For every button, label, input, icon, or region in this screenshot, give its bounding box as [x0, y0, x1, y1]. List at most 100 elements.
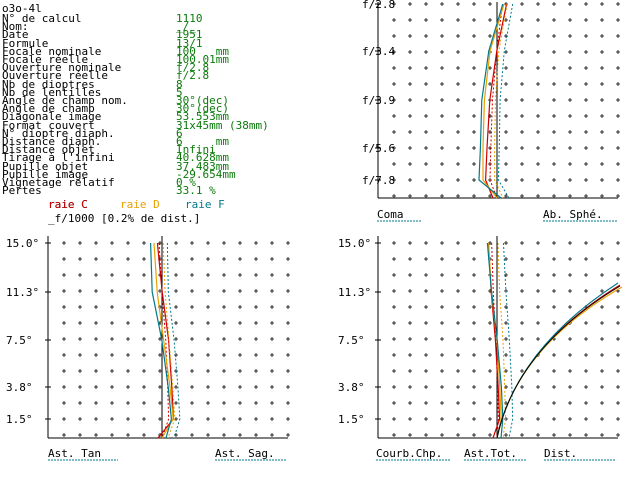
grid-marker	[392, 241, 396, 245]
tab-ast-tan[interactable]: Ast. Tan	[48, 447, 101, 460]
grid-marker	[206, 433, 210, 437]
grid-marker	[552, 146, 556, 150]
grid-marker	[254, 369, 258, 373]
grid-marker	[440, 50, 444, 54]
series-line-raie-f	[150, 242, 173, 439]
grid-marker	[536, 130, 540, 134]
grid-marker	[286, 321, 290, 325]
grid-marker	[552, 257, 556, 261]
grid-marker	[440, 194, 444, 198]
grid-marker	[552, 289, 556, 293]
param-value: 33.1 %	[176, 184, 216, 198]
grid-marker	[616, 82, 620, 86]
grid-marker	[616, 337, 620, 341]
grid-marker	[78, 241, 82, 245]
grid-marker	[568, 369, 572, 373]
grid-marker	[584, 98, 588, 102]
grid-marker	[568, 305, 572, 309]
grid-marker	[238, 305, 242, 309]
grid-marker	[270, 417, 274, 421]
series-line-raie-d	[482, 3, 505, 199]
grid-marker	[408, 321, 412, 325]
grid-marker	[238, 273, 242, 277]
tab-ast-tot[interactable]: Ast.Tot.	[464, 447, 517, 460]
grid-marker	[254, 321, 258, 325]
grid-marker	[568, 289, 572, 293]
grid-marker	[78, 433, 82, 437]
grid-marker	[142, 321, 146, 325]
grid-marker	[270, 257, 274, 261]
grid-marker	[408, 162, 412, 166]
grid-marker	[616, 433, 620, 437]
grid-marker	[238, 241, 242, 245]
grid-marker	[78, 257, 82, 261]
grid-marker	[408, 337, 412, 341]
series-line-raie-f	[486, 242, 504, 439]
grid-marker	[600, 34, 604, 38]
tab-dist[interactable]: Dist.	[544, 447, 578, 460]
grid-marker	[206, 337, 210, 341]
grid-marker	[408, 305, 412, 309]
grid-marker	[504, 82, 508, 86]
grid-marker	[222, 257, 226, 261]
grid-marker	[552, 241, 556, 245]
grid-marker	[504, 353, 508, 357]
grid-marker	[568, 257, 572, 261]
grid-marker	[110, 369, 114, 373]
distortion-curve	[496, 284, 621, 439]
grid-marker	[94, 401, 98, 405]
grid-marker	[504, 178, 508, 182]
grid-marker	[424, 321, 428, 325]
grid-marker	[584, 162, 588, 166]
grid-marker	[424, 98, 428, 102]
grid-marker	[472, 273, 476, 277]
grid-marker	[142, 385, 146, 389]
grid-marker	[62, 401, 66, 405]
grid-marker	[408, 385, 412, 389]
grid-marker	[126, 417, 130, 421]
grid-marker	[488, 353, 492, 357]
grid-marker	[520, 337, 524, 341]
param-value: 0 %	[176, 176, 196, 189]
grid-marker	[584, 321, 588, 325]
grid-marker	[504, 241, 508, 245]
grid-marker	[94, 257, 98, 261]
grid-marker	[600, 241, 604, 245]
window-title: o3o-4l	[2, 2, 42, 15]
grid-marker	[440, 289, 444, 293]
grid-marker	[472, 50, 476, 54]
grid-marker	[408, 82, 412, 86]
tab-ab-sphe[interactable]: Ab. Sphé.	[543, 208, 603, 221]
grid-marker	[600, 337, 604, 341]
grid-marker	[552, 162, 556, 166]
y-tick-label: f/3.9	[362, 94, 396, 107]
grid-marker	[206, 273, 210, 277]
grid-marker	[286, 385, 290, 389]
grid-marker	[600, 433, 604, 437]
param-label: Focale nominale	[2, 44, 102, 58]
grid-marker	[110, 305, 114, 309]
grid-marker	[392, 178, 396, 182]
tab-coma[interactable]: Coma	[377, 208, 404, 221]
grid-marker	[568, 50, 572, 54]
grid-marker	[600, 321, 604, 325]
y-tick-label: 1.5°	[6, 413, 33, 426]
tab-ast-sag[interactable]: Ast. Sag.	[215, 447, 275, 460]
grid-marker	[174, 273, 178, 277]
param-value: 1951	[176, 28, 203, 42]
grid-marker	[392, 130, 396, 134]
legend-raie-d-label: raie D	[120, 198, 160, 211]
grid-marker	[174, 353, 178, 357]
grid-marker	[568, 401, 572, 405]
grid-marker	[456, 369, 460, 373]
grid-marker	[392, 385, 396, 389]
grid-marker	[552, 305, 556, 309]
grid-marker	[456, 257, 460, 261]
grid-marker	[536, 257, 540, 261]
grid-marker	[392, 50, 396, 54]
grid-marker	[472, 369, 476, 373]
grid-marker	[616, 305, 620, 309]
grid-marker	[616, 385, 620, 389]
tab-courb-chp[interactable]: Courb.Chp.	[376, 447, 443, 460]
grid-marker	[536, 146, 540, 150]
